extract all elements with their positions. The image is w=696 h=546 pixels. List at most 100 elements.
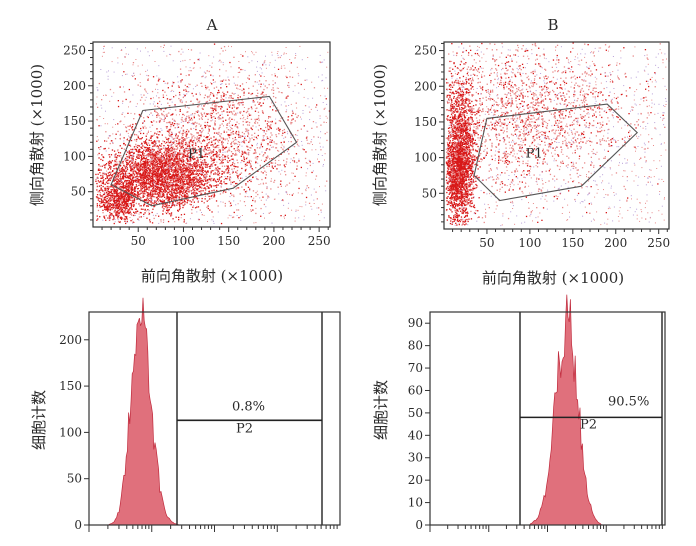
scatter-dot — [248, 154, 250, 156]
scatter-dot — [150, 200, 152, 202]
scatter-dot — [123, 218, 125, 220]
scatter-dot — [180, 146, 183, 148]
scatter-dot — [125, 170, 128, 172]
scatter-dot — [179, 207, 181, 210]
scatter-dot — [167, 181, 169, 183]
scatter-dot — [179, 138, 181, 140]
scatter-dot — [123, 204, 125, 206]
scatter-dot — [151, 191, 153, 193]
scatter-dot — [130, 179, 132, 181]
scatter-dot — [176, 177, 178, 179]
scatter-dot — [191, 185, 193, 187]
scatter-dot — [128, 197, 130, 199]
scatter-dot — [134, 170, 136, 172]
scatter-dot — [135, 211, 137, 213]
scatter-dot — [211, 66, 213, 68]
scatter-dot — [283, 140, 285, 143]
scatter-dot — [134, 181, 136, 183]
scatter-dot — [112, 215, 115, 217]
scatter-dot — [242, 101, 244, 104]
scatter-dot — [157, 174, 159, 176]
scatter-dot — [137, 188, 139, 190]
scatter-dot — [146, 143, 148, 145]
scatter-dot — [183, 188, 185, 190]
scatter-dot — [194, 177, 196, 179]
scatter-dot — [209, 179, 212, 181]
scatter-dot — [250, 127, 252, 129]
scatter-dot — [173, 175, 175, 177]
scatter-dot — [152, 166, 154, 169]
scatter-dot — [149, 170, 151, 172]
scatter-dot — [263, 203, 265, 206]
scatter-dot — [297, 129, 299, 132]
scatter-dot — [192, 149, 194, 152]
scatter-dot — [131, 186, 133, 188]
scatter-dot — [108, 196, 110, 198]
scatter-dot — [193, 135, 195, 137]
scatter-dot — [203, 202, 205, 204]
scatter-dot — [104, 140, 106, 142]
scatter-dot — [128, 156, 131, 158]
scatter-dot — [172, 204, 174, 207]
scatter-dot — [115, 175, 117, 178]
scatter-dot — [128, 150, 130, 152]
scatter-dot — [201, 169, 203, 172]
scatter-dot — [224, 202, 226, 205]
scatter-dot — [202, 140, 204, 142]
scatter-dot — [117, 201, 120, 203]
scatter-dot — [125, 204, 127, 206]
scatter-dot — [119, 171, 121, 173]
scatter-dot — [168, 174, 170, 176]
scatter-dot — [134, 186, 136, 188]
scatter-dot — [168, 145, 170, 147]
scatter-dot — [127, 209, 129, 212]
scatter-dot — [131, 191, 133, 194]
scatter-dot — [136, 181, 138, 183]
scatter-dot — [204, 198, 206, 200]
scatter-dot — [168, 142, 170, 144]
scatter-dot — [149, 183, 151, 186]
scatter-dot — [192, 147, 194, 150]
scatter-dot — [111, 199, 113, 201]
scatter-dot — [200, 169, 202, 171]
scatter-dot — [231, 181, 234, 184]
scatter-dot — [188, 169, 190, 171]
scatter-dot — [132, 170, 134, 173]
scatter-dot — [126, 139, 128, 141]
scatter-dot — [143, 117, 145, 119]
scatter-dot — [108, 175, 110, 177]
scatter-dot — [219, 162, 221, 165]
scatter-dot — [179, 189, 181, 192]
scatter-dot — [126, 168, 128, 170]
scatter-dot — [126, 183, 128, 185]
scatter-dot — [202, 149, 204, 151]
scatter-dot — [124, 202, 126, 205]
scatter-dot — [122, 207, 124, 209]
scatter-dot — [145, 150, 147, 153]
scatter-dot — [212, 127, 214, 129]
scatter-dot — [127, 212, 130, 214]
scatter-dot — [250, 114, 252, 116]
scatter-dot — [211, 140, 213, 142]
scatter-dot — [189, 157, 191, 159]
scatter-dot — [265, 94, 267, 96]
scatter-dot — [126, 174, 128, 177]
scatter-dot — [268, 165, 270, 167]
scatter-dot — [232, 162, 234, 164]
scatter-dot — [152, 168, 154, 171]
scatter-dot — [169, 198, 171, 200]
scatter-dot — [120, 185, 122, 188]
scatter-dot — [213, 132, 216, 134]
scatter-dot — [169, 185, 171, 187]
scatter-dot — [174, 161, 176, 164]
scatter-dot — [180, 187, 182, 189]
scatter-dot — [180, 127, 183, 129]
scatter-dot — [118, 183, 120, 186]
scatter-dot — [304, 157, 307, 160]
scatter-dot — [134, 166, 137, 168]
scatter-dot — [111, 206, 113, 209]
scatter-dot — [190, 100, 192, 102]
scatter-dot — [172, 162, 175, 164]
scatter-dot — [137, 178, 139, 180]
scatter-dot — [133, 164, 135, 166]
